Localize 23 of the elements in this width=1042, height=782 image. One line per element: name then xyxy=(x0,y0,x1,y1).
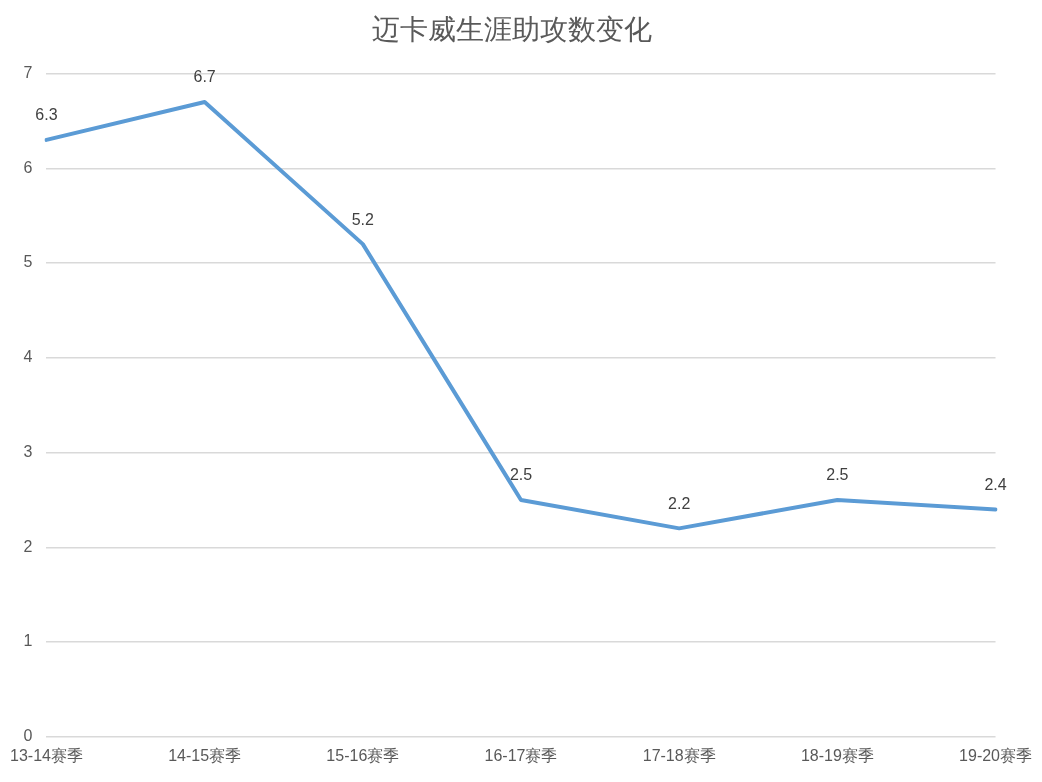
data-label: 2.5 xyxy=(826,466,849,484)
y-tick-label: 1 xyxy=(23,632,33,650)
x-tick-label: 14-15赛季 xyxy=(168,746,242,764)
x-tick-label: 17-18赛季 xyxy=(642,746,716,764)
y-tick-label: 0 xyxy=(23,727,33,745)
data-label: 6.3 xyxy=(35,106,58,124)
data-label: 2.2 xyxy=(668,494,691,512)
x-tick-label: 16-17赛季 xyxy=(484,746,558,764)
data-label: 2.5 xyxy=(509,466,533,484)
x-tick-label: 15-16赛季 xyxy=(326,746,400,764)
x-tick-label: 18-19赛季 xyxy=(800,746,874,764)
x-tick-label: 19-20赛季 xyxy=(959,746,1032,764)
y-tick-label: 5 xyxy=(23,253,33,271)
y-tick-label: 3 xyxy=(23,442,33,460)
y-tick-label: 6 xyxy=(23,158,33,176)
data-label: 2.4 xyxy=(984,475,1007,493)
chart-title: 迈卡威生涯助攻数变化 xyxy=(372,13,652,45)
data-label: 6.7 xyxy=(193,68,216,86)
x-tick-label: 13-14赛季 xyxy=(10,746,83,764)
y-tick-label: 7 xyxy=(23,64,33,82)
y-tick-label: 4 xyxy=(23,348,33,366)
y-tick-label: 2 xyxy=(23,537,33,555)
data-label: 5.2 xyxy=(351,210,375,228)
